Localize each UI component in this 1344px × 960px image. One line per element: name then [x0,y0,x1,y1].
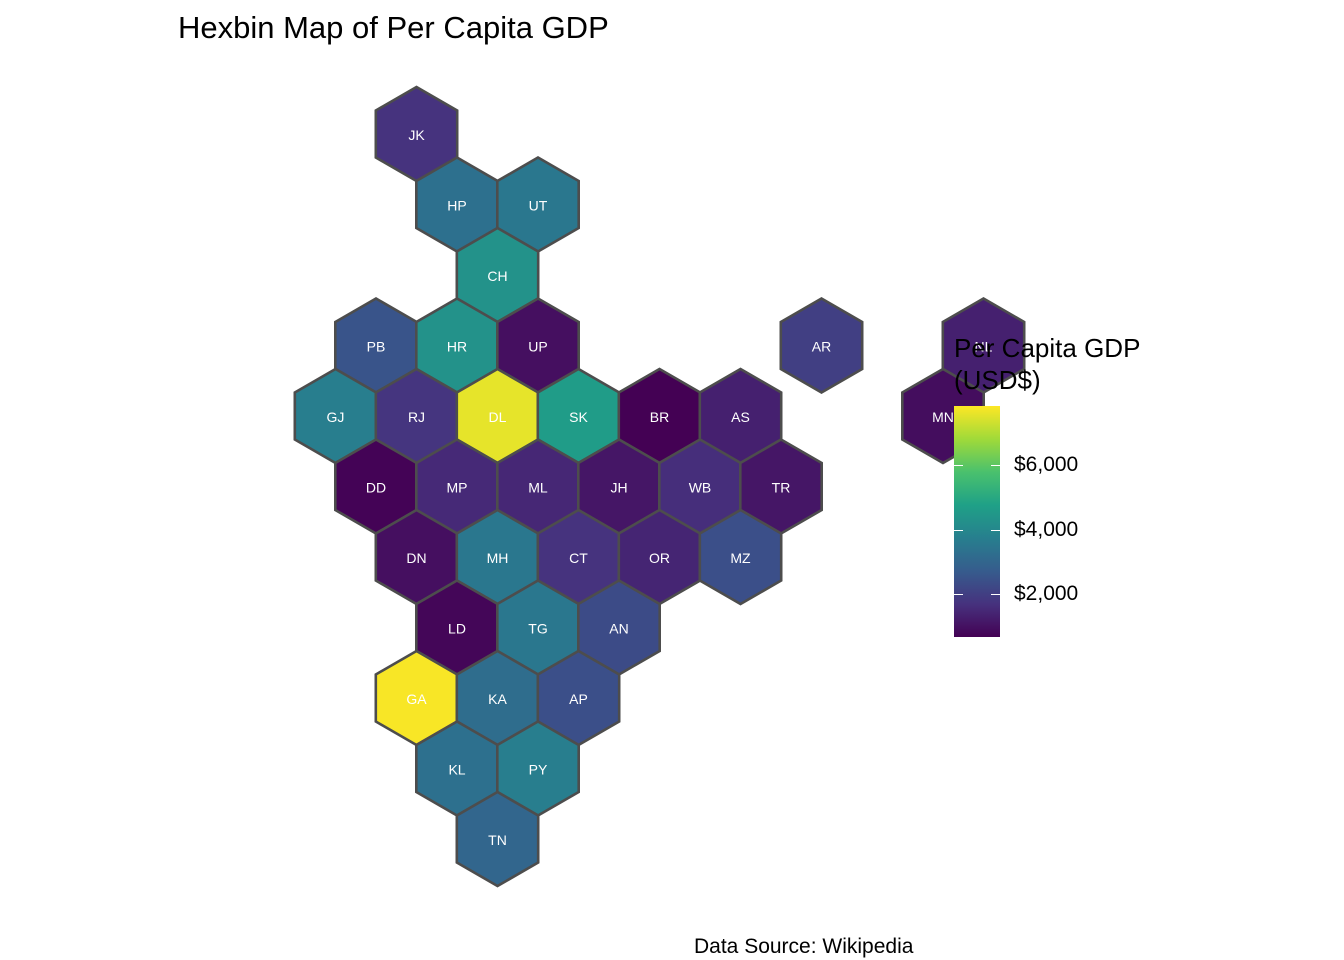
hex-label: PB [367,339,386,355]
hex-label: HP [447,198,466,214]
hex-label: AR [812,339,831,355]
hex-label: TG [528,621,547,637]
legend-title-line-1: Per Capita GDP [954,333,1141,363]
hex-label: LD [448,621,466,637]
hex-label: PY [529,762,548,778]
hex-label: DL [489,409,507,425]
hex-label: NL [975,339,993,355]
hex-label: UT [529,198,548,214]
hex-label: CT [569,550,588,566]
hex-label: JK [408,127,425,143]
hex-tn: TN [455,790,540,888]
hex-label: ML [528,480,548,496]
hex-label: MP [447,480,468,496]
data-source-caption: Data Source: Wikipedia [694,935,914,958]
hex-label: HR [447,339,467,355]
hex-label: TR [772,480,791,496]
hex-layer: JK HP UT CH PB HR UP AR NL GJ RJ DL SK BR AS MN DD MP ML JH… [293,85,1026,888]
hex-label: UP [528,339,547,355]
legend-tick-label: $6,000 [1014,453,1079,477]
hex-cell [779,296,864,395]
hex-label: CH [487,268,507,284]
legend-tick-label: $2,000 [1014,581,1079,605]
hex-label: GJ [327,409,345,425]
hex-label: GA [406,691,427,707]
hex-label: WB [689,480,712,496]
legend-title: Per Capita GDP (USD$) [954,332,1140,396]
hex-label: KA [488,691,507,707]
hex-ar: AR [779,296,864,395]
hex-label: JH [610,480,627,496]
hex-label: OR [649,550,670,566]
hex-label: TN [488,832,507,848]
hex-ct: CT [536,508,621,606]
hex-label: RJ [408,409,425,425]
hex-label: BR [650,409,669,425]
hex-label: AS [731,409,750,425]
map-title: Hexbin Map of Per Capita GDP [178,10,609,45]
legend-title-line-2: (USD$) [954,365,1041,395]
hex-label: DN [406,550,426,566]
hex-label: MH [487,550,509,566]
hex-label: AP [569,691,588,707]
legend-tick-label: $4,000 [1014,517,1079,541]
legend-color-bar [954,406,1000,637]
hex-pb: PB [333,296,419,395]
hex-mz: MZ [698,508,783,606]
hex-label: SK [569,409,588,425]
hex-label: MN [932,409,954,425]
hex-cell [698,508,783,606]
hex-label: AN [609,621,628,637]
hex-label: MZ [730,550,751,566]
hex-label: KL [448,762,465,778]
hex-label: DD [366,480,386,496]
hex-cell [455,790,540,888]
